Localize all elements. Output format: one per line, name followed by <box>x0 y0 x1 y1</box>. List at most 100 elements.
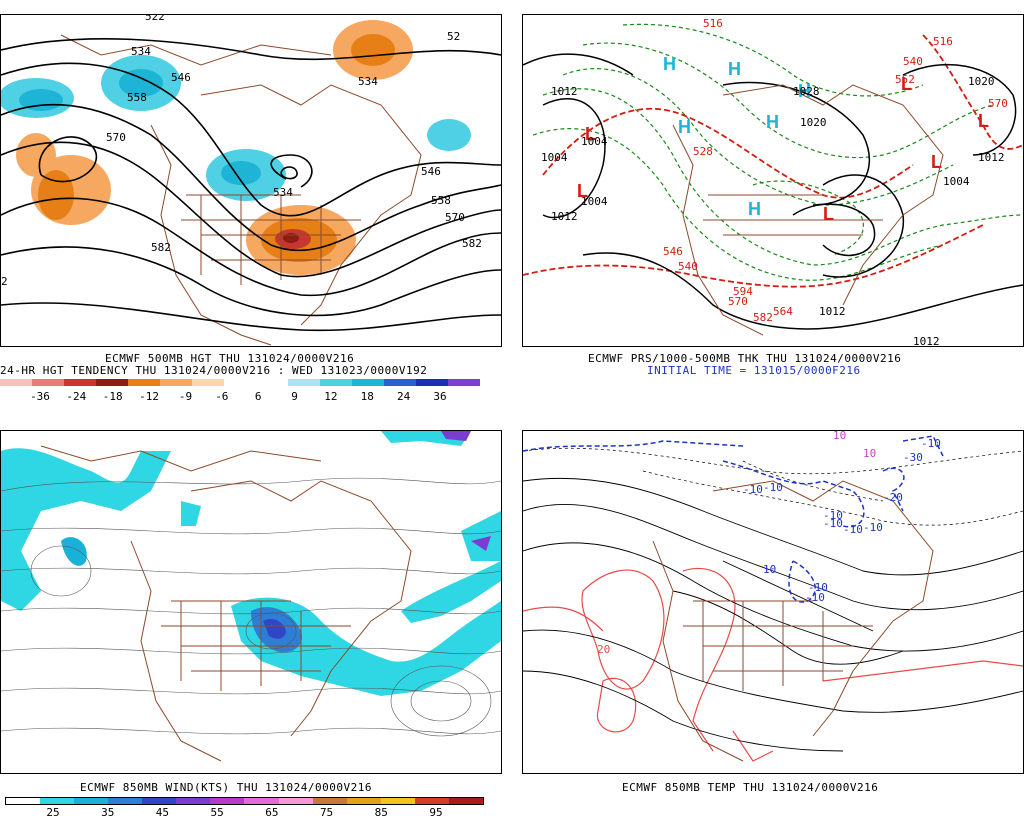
colorbar-tick-label: 45 <box>155 806 170 819</box>
high-pressure-symbol: H <box>663 54 676 74</box>
tendency-blob-orange <box>38 170 74 220</box>
isotherm-label: -20 <box>883 491 903 504</box>
colorbar-tick-label: 36 <box>433 390 447 403</box>
cold-isotherms <box>523 447 1023 526</box>
contour-label: 582 <box>151 241 171 254</box>
high-pressure-symbol: H <box>798 81 811 101</box>
high-pressure-symbol: H <box>748 199 761 219</box>
contour-label: 1004 <box>581 195 608 208</box>
colorbar-tick-label: 9 <box>291 390 298 403</box>
thickness-label: 594 <box>733 285 753 298</box>
isotherm-label: -10 <box>823 517 843 530</box>
colorbar-tick-label: 24 <box>397 390 411 403</box>
contour-label: 1028 <box>793 85 820 98</box>
colorbar-swatch <box>288 379 320 386</box>
thickness-label: 564 <box>773 305 793 318</box>
thickness-label: 540 <box>678 260 698 273</box>
isotherm-label: -10 <box>743 483 763 496</box>
map-svg <box>1 431 501 762</box>
high-pressure-symbol: H <box>678 117 691 137</box>
contour-label: 52 <box>447 30 460 43</box>
colorbar <box>5 797 484 805</box>
warm-isotherms <box>523 567 1023 762</box>
colorbar-swatch <box>224 379 256 386</box>
contour-label: 534 <box>131 45 151 58</box>
panel-caption: ECMWF PRS/1000-500MB THK THU 131024/0000… <box>588 352 902 365</box>
colorbar-tick-label: 75 <box>319 806 334 819</box>
colorbar-tick-label: 65 <box>265 806 279 819</box>
thickness-label: 546 <box>663 245 683 258</box>
isotherm-label: -30 <box>903 451 923 464</box>
contour-label: 1004 <box>541 151 568 164</box>
colorbar-swatch <box>160 379 192 386</box>
map-500mb-height: 534 558 546 570 582 534 546 558 570 582 … <box>0 14 502 347</box>
coastlines <box>672 84 944 336</box>
colorbar-swatch <box>142 798 177 804</box>
colorbar-swatch <box>244 798 279 804</box>
thickness-label: 528 <box>693 145 713 158</box>
isotherm-label: -10 <box>805 591 825 604</box>
high-pressure-symbol: H <box>728 59 741 79</box>
thickness-label: 570 <box>728 295 748 308</box>
coastlines <box>652 480 934 762</box>
isotherm-label: -10 <box>808 581 828 594</box>
isotherms <box>523 477 1023 752</box>
low-pressure-symbol: L <box>823 204 834 224</box>
contour-label: 1012 <box>551 210 578 223</box>
height-contours <box>1 38 501 332</box>
map-850mb-wind <box>0 430 502 774</box>
map-svg: -10 -10 -10 -10 -10 -10 -10 -10 -10 10 1… <box>523 431 1023 762</box>
contour-label: 546 <box>421 165 441 178</box>
contour-label: 1004 <box>581 135 608 148</box>
thickness-label: 516 <box>703 17 723 30</box>
isotherm-label: -10 <box>763 481 783 494</box>
contour-label: 570 <box>106 131 126 144</box>
colorbar-tick-label: 18 <box>360 390 374 403</box>
colorbar-swatch <box>312 798 347 804</box>
colorbar <box>0 379 480 386</box>
map-pressure-thickness: H H H H H H L L L L L L 1012 1004 1004 1… <box>522 14 1024 347</box>
pressure-centers: H H H H H H L L L L L L <box>577 54 989 224</box>
colorbar-swatch <box>384 379 416 386</box>
height-tendency-shading <box>1 20 471 275</box>
map-svg: 534 558 546 570 582 534 546 558 570 582 … <box>1 15 501 346</box>
tendency-blob-orange <box>351 34 395 66</box>
panel-caption: ECMWF 500MB HGT THU 131024/0000V216 <box>105 352 355 365</box>
low-pressure-symbol: L <box>901 74 912 94</box>
colorbar-swatch <box>448 379 480 386</box>
colorbar-swatch <box>210 798 245 804</box>
colorbar-swatch <box>176 798 211 804</box>
map-850mb-temp: -10 -10 -10 -10 -10 -10 -10 -10 -10 10 1… <box>522 430 1024 774</box>
colorbar-tick-label: 25 <box>46 806 60 819</box>
colorbar-tick-label: 6 <box>254 390 262 403</box>
wind-speed-shading <box>1 431 501 696</box>
contour-label: 534 <box>273 186 293 199</box>
coastlines <box>60 34 422 346</box>
contour-label: 582 <box>462 237 482 250</box>
contour-label: 1012 <box>819 305 846 318</box>
low-pressure-symbol: L <box>978 111 989 131</box>
thickness-contours-green <box>532 23 1023 281</box>
panel-500mb-height: 534 558 546 570 582 534 546 558 570 582 … <box>0 0 512 410</box>
thickness-label: 570 <box>988 97 1008 110</box>
colorbar-tick-label: 55 <box>210 806 224 819</box>
tendency-blob-orange <box>16 133 56 177</box>
colorbar-tick-label: 85 <box>374 806 388 819</box>
contour-label: 1020 <box>800 116 827 129</box>
colorbar-swatch <box>40 798 75 804</box>
contour-label: 1012 <box>913 335 940 346</box>
low-pressure-symbol: L <box>585 124 596 144</box>
colorbar-swatch <box>74 798 109 804</box>
colorbar-swatch <box>6 798 41 804</box>
isotherm-label: 10 <box>863 447 876 460</box>
contour-label: 546 <box>171 71 191 84</box>
colorbar-swatch <box>128 379 160 386</box>
coastlines <box>40 445 412 762</box>
thickness-label: 582 <box>753 311 773 324</box>
isotherm-label: -10 <box>921 437 941 450</box>
pressure-contours <box>523 53 1023 330</box>
panel-caption: ECMWF 850MB WIND(KTS) THU 131024/0000V21… <box>80 781 373 794</box>
isotherm-label: 10 <box>763 563 776 576</box>
isotherm-label: -10 <box>843 523 863 536</box>
colorbar-swatch <box>278 798 313 804</box>
